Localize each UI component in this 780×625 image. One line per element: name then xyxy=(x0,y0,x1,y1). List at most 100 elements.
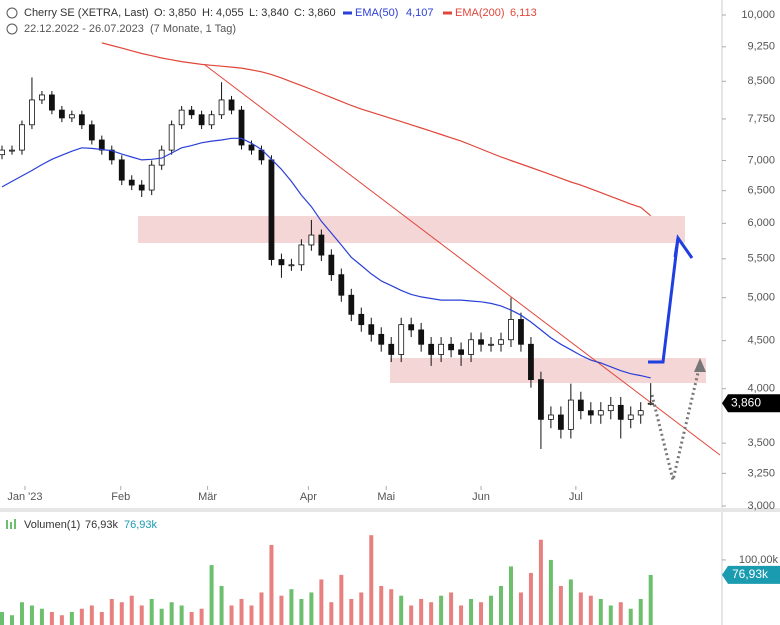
volume-bar xyxy=(329,602,334,625)
candle-body xyxy=(208,114,215,126)
candle-body xyxy=(488,343,494,346)
volume-bar xyxy=(379,585,384,625)
x-tick-label: Jul xyxy=(569,491,583,503)
candle-body xyxy=(288,264,295,267)
volume-bar xyxy=(139,605,144,625)
candle-body xyxy=(468,339,474,355)
candle-body xyxy=(328,254,335,276)
candle-body xyxy=(597,410,604,416)
period: (7 Monate, 1 Tag) xyxy=(150,23,236,35)
candle-body xyxy=(637,410,644,416)
candle-body xyxy=(617,404,624,420)
candle-body xyxy=(627,414,634,420)
candle-body xyxy=(318,234,325,256)
icon xyxy=(6,23,18,35)
volume-bar xyxy=(389,589,394,625)
arrow-head xyxy=(694,358,706,372)
price-tag xyxy=(722,394,780,413)
zone xyxy=(138,216,685,243)
arrow xyxy=(650,363,702,481)
candle-body xyxy=(548,414,554,420)
volume-bar xyxy=(459,605,464,625)
candle-body xyxy=(138,184,145,191)
candle-body xyxy=(58,109,65,119)
volume-bar xyxy=(628,608,633,625)
candle-body xyxy=(577,399,584,412)
volume-bar xyxy=(129,595,134,625)
candle-body xyxy=(647,402,654,405)
legend-value: 76,93k xyxy=(85,519,119,531)
y-tick-label: 5,000 xyxy=(747,292,775,304)
candle-body xyxy=(178,109,185,126)
candle-body xyxy=(148,164,155,191)
volume-bar xyxy=(618,602,623,625)
candle-body xyxy=(448,343,455,351)
candle-body xyxy=(528,343,534,381)
drawings xyxy=(138,64,721,481)
candle-body xyxy=(408,324,415,331)
volume-bar xyxy=(548,559,553,625)
volume-bar xyxy=(449,592,454,625)
volume-bar xyxy=(319,579,324,625)
x-tick-label: Jan '23 xyxy=(7,491,42,503)
volume-bar xyxy=(489,595,494,625)
volume-bar xyxy=(299,598,304,625)
volume-bar xyxy=(568,579,573,625)
volume-bar xyxy=(479,602,484,625)
volume-bar xyxy=(538,539,543,625)
header-value: O: 3,850 xyxy=(154,7,196,19)
volume-bar xyxy=(39,608,44,625)
volume-bar xyxy=(399,595,404,625)
subtitle: 22.12.2022 - 26.07.2023 xyxy=(24,23,144,35)
ema-line xyxy=(1,137,651,379)
candle-body xyxy=(29,99,35,126)
candle-body xyxy=(78,114,85,126)
candle-body xyxy=(438,343,445,355)
volume-bar xyxy=(558,585,563,625)
candle-body xyxy=(228,99,235,111)
icon xyxy=(10,522,12,529)
candle-body xyxy=(19,124,25,151)
arrow-head xyxy=(673,234,694,259)
price-tag-label: 3,860 xyxy=(731,395,761,409)
legend-entry: EMA(200) xyxy=(455,7,505,19)
legend-entry: EMA(50) xyxy=(355,7,398,19)
volume-bar xyxy=(199,608,204,625)
candle-body xyxy=(518,319,524,345)
volume-bar xyxy=(439,595,444,625)
volume-bar xyxy=(189,611,194,625)
candle-body xyxy=(268,159,275,260)
trend-line xyxy=(204,64,721,456)
candle-body xyxy=(308,234,315,246)
y-tick-label: 6,500 xyxy=(747,185,775,197)
candle-body xyxy=(238,109,245,146)
volume-bar xyxy=(508,566,513,625)
volume-bar xyxy=(49,611,54,625)
y-tick-label: 7,000 xyxy=(747,154,775,166)
volume-bar xyxy=(279,595,284,625)
candle-body xyxy=(418,329,425,345)
volume-bar xyxy=(588,595,593,625)
volume-bar xyxy=(209,565,214,625)
candle-body xyxy=(348,294,355,315)
legend-value: 4,107 xyxy=(406,7,434,19)
volume-bar xyxy=(309,592,314,625)
y-tick-label: 7,750 xyxy=(747,113,775,125)
volume-bar xyxy=(259,592,264,625)
volume-bar xyxy=(429,602,434,625)
volume-bar xyxy=(179,605,184,625)
legend-entry: Volumen(1) xyxy=(24,519,80,531)
y-tick-label: 9,250 xyxy=(747,41,775,53)
candle-body xyxy=(508,319,514,341)
volume-bar xyxy=(159,608,164,625)
candle-body xyxy=(39,94,45,101)
volume-bar xyxy=(409,605,414,625)
volume-bar xyxy=(499,585,503,625)
volume-bar xyxy=(648,574,653,625)
y-tick-label: 3,000 xyxy=(747,500,775,512)
x-tick-label: Mär xyxy=(198,491,217,503)
candle-body xyxy=(557,414,564,430)
candle-body xyxy=(98,139,105,151)
candle-body xyxy=(9,149,15,152)
